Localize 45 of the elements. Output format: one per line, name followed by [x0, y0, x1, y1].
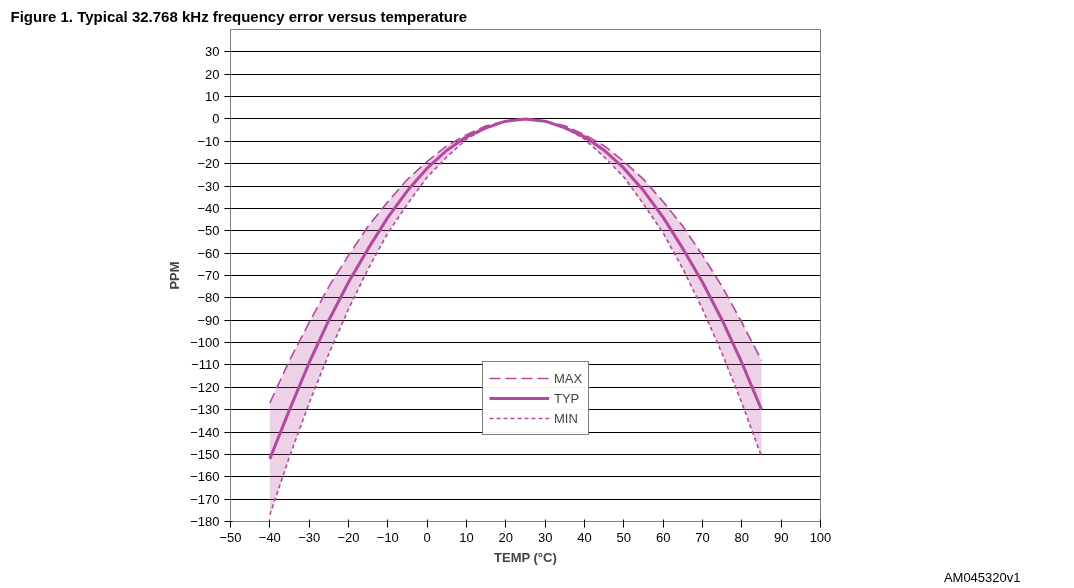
y-tick-label: 30	[205, 44, 220, 60]
y-tick-label: −110	[191, 357, 220, 373]
chart-title: Figure 1. Typical 32.768 kHz frequency error versus temperature	[10, 7, 468, 25]
y-tick-label: −80	[197, 290, 220, 306]
y-tick-label: −40	[197, 200, 220, 216]
x-axis-title: TEMP (°C)	[494, 549, 557, 565]
y-tick-label: −130	[190, 402, 220, 418]
x-tick-label: −20	[337, 529, 360, 545]
y-axis-title: PPM	[167, 261, 183, 290]
x-tick-label: −10	[376, 529, 399, 545]
x-tick-label: −50	[219, 529, 242, 545]
x-tick-label: −40	[258, 529, 281, 545]
y-tick-label: −150	[190, 446, 220, 462]
y-tick-label: −160	[190, 469, 220, 485]
y-tick-label: −100	[190, 335, 220, 351]
y-tick-label: 20	[205, 66, 220, 82]
x-tick-label: 80	[734, 529, 750, 545]
legend-label: MIN	[554, 410, 578, 426]
legend-label: TYP	[554, 390, 580, 406]
x-tick-label: 100	[809, 529, 832, 545]
x-tick-label: −30	[298, 529, 321, 545]
y-tick-label: −20	[197, 156, 220, 172]
x-tick-label: 30	[537, 529, 553, 545]
x-tick-label: 40	[577, 529, 592, 545]
x-tick-label: 20	[498, 529, 514, 545]
x-tick-label: 90	[773, 529, 789, 545]
y-tick-label: −10	[197, 133, 220, 149]
x-tick-label: 50	[616, 529, 632, 545]
y-tick-label: −170	[190, 491, 220, 507]
legend-label: MAX	[554, 370, 583, 386]
y-tick-label: −50	[197, 223, 220, 239]
y-tick-label: −70	[197, 268, 220, 283]
y-tick-label: 0	[212, 111, 220, 127]
y-tick-label: −30	[197, 178, 220, 194]
y-tick-label: −90	[197, 312, 220, 328]
y-tick-label: −120	[190, 379, 220, 395]
x-tick-label: 70	[695, 529, 710, 545]
x-tick-label: 10	[459, 529, 474, 545]
y-tick-label: −60	[197, 245, 220, 261]
text: AM045320v1	[943, 569, 1021, 585]
y-tick-label: −140	[190, 424, 220, 440]
x-tick-label: 60	[655, 529, 671, 545]
y-tick-label: 10	[205, 89, 220, 105]
y-tick-label: −180	[190, 514, 220, 529]
x-tick-label: 0	[423, 529, 431, 545]
